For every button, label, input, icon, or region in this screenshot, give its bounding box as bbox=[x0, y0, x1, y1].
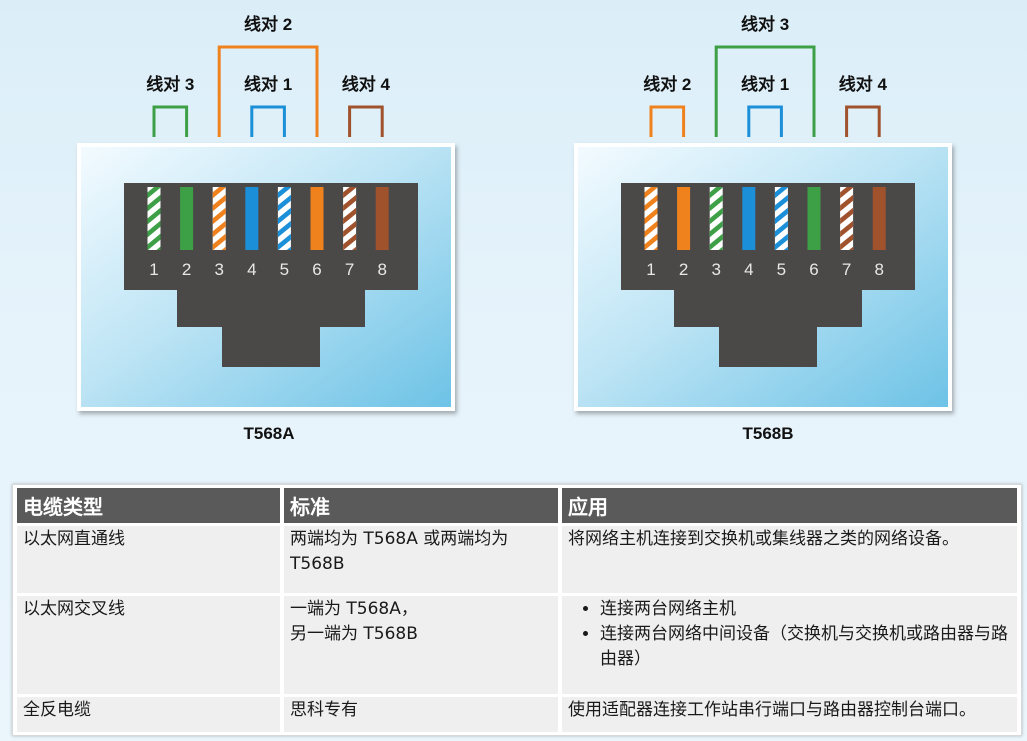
wire-t568b-pin-4 bbox=[742, 187, 756, 250]
pair-brackets-t568a: 线对 3 线对 2 线对 1 线对 4 bbox=[146, 14, 391, 137]
pair-brackets-t568b: 线对 2 线对 3 线对 1 线对 4 bbox=[643, 14, 888, 137]
pair-label-t568a-1: 线对 3 bbox=[146, 74, 194, 94]
wire-t568a-pin-1 bbox=[147, 187, 161, 250]
connector-t568b: 线对 2 线对 3 线对 1 线对 4 1 2 3 4 5 6 7 8 T568B bbox=[574, 14, 952, 443]
standard-caption-t568b: T568B bbox=[742, 424, 793, 443]
list-item: 连接两台网络中间设备（交换机与交换机或路由器与路由器） bbox=[600, 622, 1011, 672]
pair-label-t568a-2: 线对 2 bbox=[244, 14, 292, 34]
pin-number-t568a-6: 6 bbox=[312, 260, 321, 279]
cell-cable-type: 全反电缆 bbox=[17, 697, 280, 732]
pin-number-t568b-1: 1 bbox=[646, 260, 655, 279]
wire-t568a-pin-7 bbox=[343, 187, 357, 250]
wire-t568b-pin-7 bbox=[840, 187, 854, 250]
standard-caption-t568a: T568A bbox=[243, 424, 294, 443]
wire-t568a-pin-5 bbox=[277, 187, 291, 250]
pair-bracket-t568a-4: 线对 4 bbox=[342, 74, 391, 137]
table-header-row: 电缆类型 标准 应用 bbox=[17, 488, 1017, 523]
pin-number-t568b-5: 5 bbox=[777, 260, 786, 279]
wire-t568a-pin-4 bbox=[245, 187, 259, 250]
cell-application: 连接两台网络主机 连接两台网络中间设备（交换机与交换机或路由器与路由器） bbox=[562, 595, 1017, 695]
pair-label-t568a-4: 线对 4 bbox=[342, 74, 391, 94]
standard-line: 另一端为 T568B bbox=[290, 623, 418, 644]
pin-number-t568b-4: 4 bbox=[744, 260, 753, 279]
wire-t568b-pin-2 bbox=[677, 187, 691, 250]
pin-number-t568b-8: 8 bbox=[874, 260, 883, 279]
cell-application: 使用适配器连接工作站串行端口与路由器控制台端口。 bbox=[562, 697, 1017, 732]
connector-t568a: 线对 3 线对 2 线对 1 线对 4 1 2 3 4 5 6 7 8 T568A bbox=[77, 14, 455, 443]
wire-t568a-pin-3 bbox=[212, 187, 226, 250]
pair-bracket-t568a-3: 线对 1 bbox=[244, 74, 292, 137]
pin-number-t568a-7: 7 bbox=[345, 260, 354, 279]
pin-number-t568a-1: 1 bbox=[149, 260, 158, 279]
pair-bracket-t568a-2: 线对 2 bbox=[217, 14, 319, 137]
pin-number-t568a-4: 4 bbox=[247, 260, 256, 279]
wires-t568a: 1 2 3 4 5 6 7 8 bbox=[147, 187, 389, 279]
cell-cable-type: 以太网交叉线 bbox=[17, 595, 280, 695]
wire-t568b-pin-5 bbox=[774, 187, 788, 250]
pin-number-t568b-3: 3 bbox=[711, 260, 720, 279]
pair-label-t568b-4: 线对 4 bbox=[839, 74, 888, 94]
table-row: 以太网交叉线 一端为 T568A， 另一端为 T568B 连接两台网络主机 连接… bbox=[17, 595, 1017, 695]
cable-types-table: 电缆类型 标准 应用 以太网直通线 两端均为 T568A 或两端均为 T568B… bbox=[12, 484, 1022, 736]
pin-number-t568b-2: 2 bbox=[679, 260, 688, 279]
table-row: 全反电缆 思科专有 使用适配器连接工作站串行端口与路由器控制台端口。 bbox=[17, 697, 1017, 732]
pin-number-t568a-8: 8 bbox=[377, 260, 386, 279]
header-standard: 标准 bbox=[284, 488, 558, 523]
pin-number-t568b-6: 6 bbox=[809, 260, 818, 279]
cell-application: 将网络主机连接到交换机或集线器之类的网络设备。 bbox=[562, 526, 1017, 593]
wire-t568a-pin-2 bbox=[180, 187, 194, 250]
pair-bracket-t568b-1: 线对 2 bbox=[643, 74, 691, 137]
pair-label-t568b-3: 线对 1 bbox=[741, 74, 789, 94]
wire-t568b-pin-6 bbox=[807, 187, 821, 250]
pair-bracket-t568b-2: 线对 3 bbox=[714, 14, 816, 137]
list-item: 连接两台网络主机 bbox=[600, 597, 1011, 622]
pair-bracket-t568a-1: 线对 3 bbox=[146, 74, 194, 137]
header-cable-type: 电缆类型 bbox=[17, 488, 280, 523]
pin-number-t568b-7: 7 bbox=[842, 260, 851, 279]
wire-t568b-pin-1 bbox=[644, 187, 658, 250]
wire-t568b-pin-8 bbox=[872, 187, 886, 250]
cell-standard: 一端为 T568A， 另一端为 T568B bbox=[284, 595, 558, 695]
cell-standard: 思科专有 bbox=[284, 697, 558, 732]
cell-cable-type: 以太网直通线 bbox=[17, 526, 280, 593]
cell-standard: 两端均为 T568A 或两端均为 T568B bbox=[284, 526, 558, 593]
pair-bracket-t568b-3: 线对 1 bbox=[741, 74, 789, 137]
pin-number-t568a-5: 5 bbox=[280, 260, 289, 279]
pair-bracket-t568b-4: 线对 4 bbox=[839, 74, 888, 137]
application-list: 连接两台网络主机 连接两台网络中间设备（交换机与交换机或路由器与路由器） bbox=[568, 597, 1011, 672]
wire-t568a-pin-6 bbox=[310, 187, 324, 250]
pair-label-t568a-3: 线对 1 bbox=[244, 74, 292, 94]
wire-t568a-pin-8 bbox=[375, 187, 389, 250]
pair-label-t568b-1: 线对 2 bbox=[643, 74, 691, 94]
table-row: 以太网直通线 两端均为 T568A 或两端均为 T568B 将网络主机连接到交换… bbox=[17, 526, 1017, 593]
standard-line: 一端为 T568A， bbox=[290, 598, 418, 619]
pin-number-t568a-2: 2 bbox=[182, 260, 191, 279]
wire-t568b-pin-3 bbox=[709, 187, 723, 250]
pair-label-t568b-2: 线对 3 bbox=[741, 14, 789, 34]
wires-t568b: 1 2 3 4 5 6 7 8 bbox=[644, 187, 886, 279]
pin-number-t568a-3: 3 bbox=[214, 260, 223, 279]
header-application: 应用 bbox=[562, 488, 1017, 523]
